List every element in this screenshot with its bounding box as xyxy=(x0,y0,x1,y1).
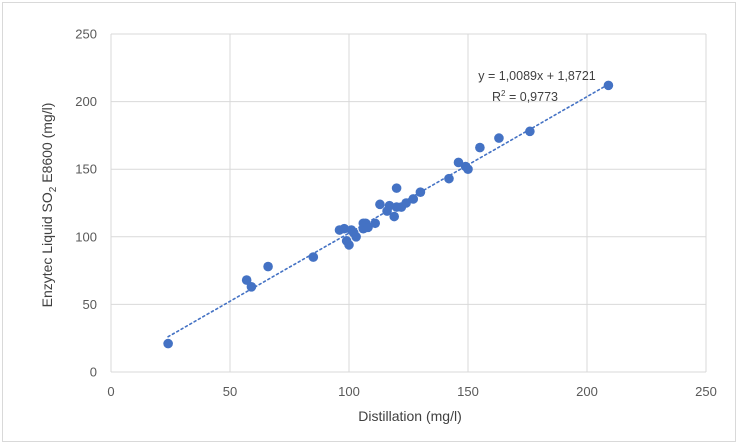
x-axis-ticks: 0 50 100 150 200 250 xyxy=(107,384,716,399)
trendline-r-squared: R2 = 0,9773 xyxy=(492,89,558,104)
data-point xyxy=(344,240,354,250)
data-point xyxy=(363,222,373,233)
x-tick-label: 200 xyxy=(576,384,598,399)
data-point xyxy=(351,232,361,242)
data-point xyxy=(603,80,614,91)
gridlines xyxy=(110,33,707,373)
data-point xyxy=(408,194,419,204)
y-tick-label: 150 xyxy=(75,162,97,177)
data-point xyxy=(494,133,504,143)
y-axis-ticks: 0 50 100 150 200 250 xyxy=(75,27,97,380)
x-tick-label: 0 xyxy=(107,384,114,399)
data-points xyxy=(163,80,614,349)
y-axis-title-rest: E8600 (mg/l) xyxy=(39,103,55,187)
data-point xyxy=(444,173,454,184)
x-axis-title: Distillation (mg/l) xyxy=(358,408,461,424)
x-tick-label: 50 xyxy=(223,384,237,399)
data-point xyxy=(163,338,173,349)
y-axis-title-main: Enzytec Liquid SO xyxy=(39,192,55,307)
data-point xyxy=(463,164,473,174)
y-axis-title: Enzytec Liquid SO2 E8600 (mg/l) xyxy=(39,103,59,308)
trendline-equation: y = 1,0089x + 1,8721 xyxy=(478,69,596,83)
data-point xyxy=(375,199,385,210)
data-point xyxy=(339,223,350,234)
x-tick-label: 150 xyxy=(457,384,479,399)
data-point xyxy=(525,126,535,137)
y-axis-title-subscript: 2 xyxy=(48,186,59,192)
y-tick-label: 0 xyxy=(90,365,97,380)
r2-prefix: R xyxy=(492,90,501,104)
data-point xyxy=(263,261,273,272)
y-tick-label: 50 xyxy=(83,297,97,312)
data-point xyxy=(475,142,485,153)
x-tick-label: 100 xyxy=(338,384,360,399)
x-tick-label: 250 xyxy=(695,384,717,399)
data-point xyxy=(401,198,411,208)
y-tick-label: 200 xyxy=(75,94,97,109)
data-point xyxy=(453,157,464,168)
y-tick-label: 250 xyxy=(75,27,97,42)
data-point xyxy=(241,275,252,285)
data-point xyxy=(415,187,426,197)
data-point xyxy=(308,252,319,262)
data-point xyxy=(391,183,402,193)
data-point xyxy=(370,218,380,229)
data-point xyxy=(384,200,395,211)
data-point xyxy=(389,211,400,222)
data-point xyxy=(246,282,257,292)
r2-value: = 0,9773 xyxy=(506,90,559,104)
r2-superscript: 2 xyxy=(501,89,506,98)
y-tick-label: 100 xyxy=(75,229,97,244)
